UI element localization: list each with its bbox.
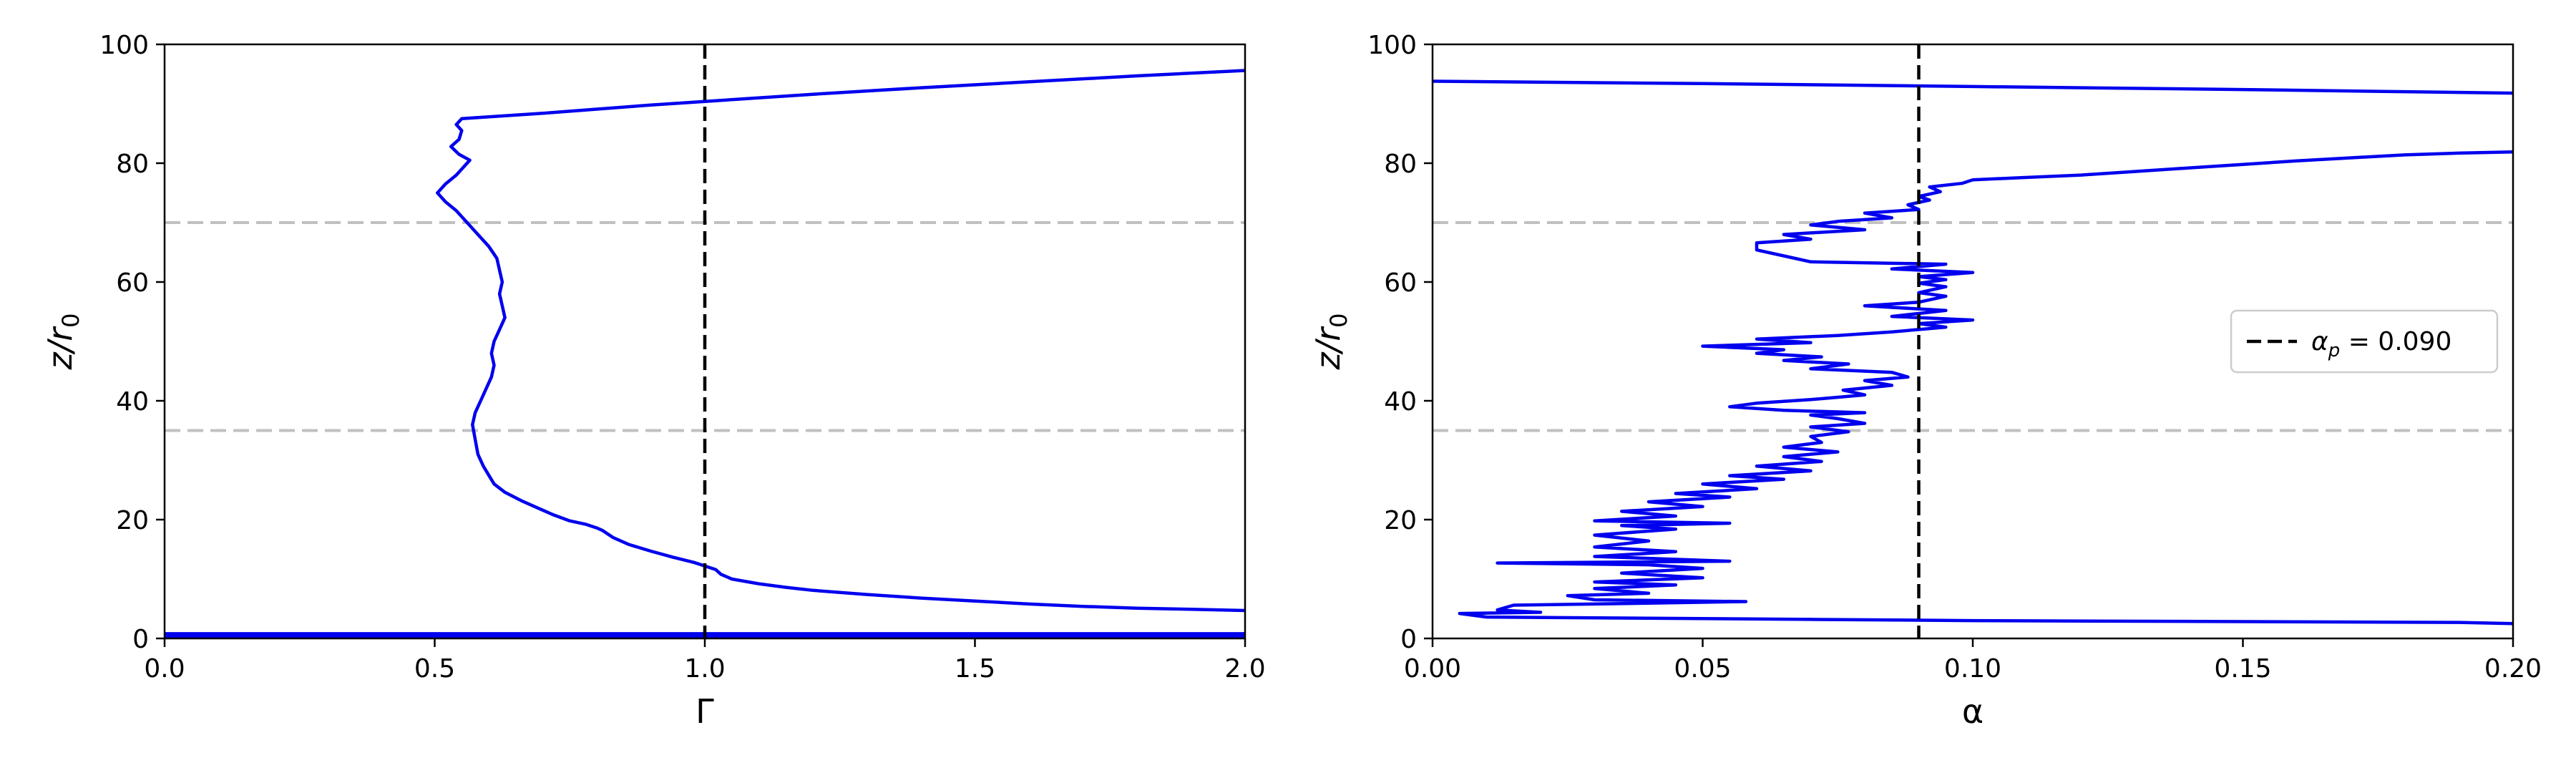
y-axis-label-sub: 0 xyxy=(57,313,84,328)
x-tick-label: 0.00 xyxy=(1404,654,1461,684)
legend-box xyxy=(2230,309,2499,374)
y-tick-label: 40 xyxy=(1384,387,1417,417)
y-tick-label: 100 xyxy=(99,31,149,60)
x-tick-label: 0.0 xyxy=(144,654,185,684)
x-tick-label: 1.5 xyxy=(955,654,995,684)
series-line xyxy=(436,69,1245,613)
y-tick-label: 20 xyxy=(116,506,149,535)
x-axis-label: α xyxy=(1962,692,1984,731)
y-tick-label: 60 xyxy=(1384,268,1417,298)
y-tick-label: 100 xyxy=(1367,31,1417,60)
x-tick-label: 2.0 xyxy=(1224,654,1265,684)
y-tick-label: 80 xyxy=(116,150,149,179)
x-axis-label: Γ xyxy=(696,692,714,731)
y-axis-label-main: z/r xyxy=(1309,326,1347,371)
y-tick-label: 40 xyxy=(116,387,149,417)
y-tick-label: 80 xyxy=(1384,150,1417,179)
legend-label-value: = 0.090 xyxy=(2340,327,2451,356)
y-axis-label-main: z/r xyxy=(41,326,79,371)
x-tick-label: 0.10 xyxy=(1944,654,2001,684)
x-tick-label: 0.15 xyxy=(2214,654,2271,684)
legend-label-main: α xyxy=(2311,327,2328,356)
right-chart-panel: 0.00 0.05 0.10 0.15 0.20020406080100αz/r0αp … xyxy=(1309,31,2542,731)
x-tick-label: 0.20 xyxy=(2484,654,2542,684)
x-tick-label: 0.5 xyxy=(414,654,455,684)
y-axis-label: z/r0 xyxy=(41,313,84,371)
x-tick-label: 0.05 xyxy=(1674,654,1731,684)
y-tick-label: 20 xyxy=(1384,506,1417,535)
series-line xyxy=(1458,150,2513,626)
y-tick-label: 0 xyxy=(132,625,149,654)
y-axis-label-sub: 0 xyxy=(1325,313,1352,328)
x-tick-label: 1.0 xyxy=(684,654,725,684)
series-group xyxy=(1433,79,2513,626)
series-line xyxy=(1433,79,2513,95)
y-tick-label: 0 xyxy=(1400,625,1417,654)
legend-label-sub: p xyxy=(2328,340,2341,361)
legend-label: αp = 0.090 xyxy=(2311,327,2451,361)
y-tick-label: 60 xyxy=(116,268,149,298)
y-axis-label: z/r0 xyxy=(1309,313,1352,371)
